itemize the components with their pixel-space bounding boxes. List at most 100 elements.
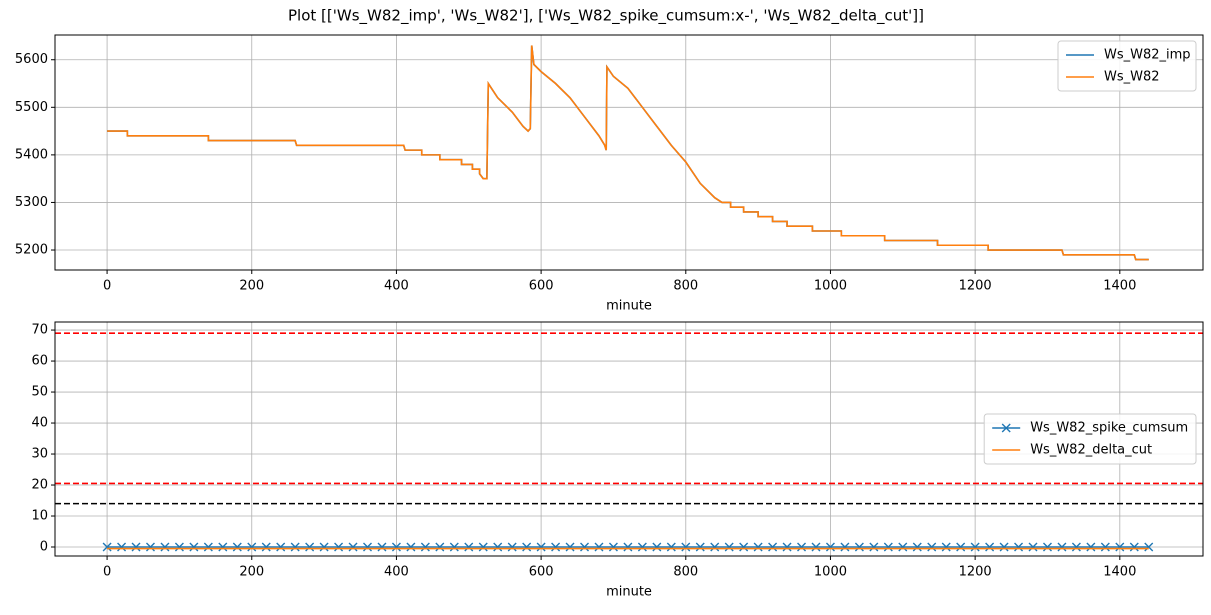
series-line xyxy=(107,45,1149,261)
marker xyxy=(565,542,575,552)
marker xyxy=(594,542,604,552)
marker xyxy=(652,542,662,552)
legend-box xyxy=(1057,40,1197,92)
x-tick-label: 0 xyxy=(103,279,111,294)
y-tick-label: 50 xyxy=(31,385,48,400)
marker xyxy=(391,542,401,552)
marker xyxy=(927,542,937,552)
marker xyxy=(883,542,893,552)
y-tick-label: 30 xyxy=(31,447,48,462)
x-tick-label: 200 xyxy=(239,279,264,294)
x-tick-label: 600 xyxy=(529,279,554,294)
x-tick-label: 400 xyxy=(384,565,409,580)
marker xyxy=(522,542,532,552)
x-tick-label: 400 xyxy=(384,279,409,294)
legend-label: Ws_W82_imp xyxy=(1104,48,1191,63)
x-tick-label: 1000 xyxy=(814,565,847,580)
marker xyxy=(782,542,792,552)
marker xyxy=(377,542,387,552)
x-tick-label: 600 xyxy=(529,565,554,580)
marker xyxy=(1100,542,1110,552)
marker xyxy=(854,542,864,552)
marker xyxy=(623,542,633,552)
marker xyxy=(1129,542,1139,552)
y-tick-label: 5600 xyxy=(15,52,48,67)
marker xyxy=(739,542,749,552)
marker xyxy=(290,542,300,552)
y-tick-label: 40 xyxy=(31,416,48,431)
x-tick-label: 1200 xyxy=(959,279,992,294)
marker xyxy=(666,542,676,552)
marker xyxy=(797,542,807,552)
marker xyxy=(1014,542,1024,552)
marker xyxy=(1042,542,1052,552)
x-tick-label: 1200 xyxy=(959,565,992,580)
marker xyxy=(941,542,951,552)
marker xyxy=(218,542,228,552)
y-tick-label: 5400 xyxy=(15,147,48,162)
marker xyxy=(464,542,474,552)
x-axis-label: minute xyxy=(606,299,652,314)
y-tick-label: 70 xyxy=(31,323,48,338)
marker xyxy=(232,542,242,552)
marker xyxy=(970,542,980,552)
marker xyxy=(435,542,445,552)
marker xyxy=(319,542,329,552)
marker xyxy=(869,542,879,552)
y-tick-label: 20 xyxy=(31,478,48,493)
marker xyxy=(681,542,691,552)
marker xyxy=(174,542,184,552)
marker xyxy=(608,542,618,552)
marker xyxy=(102,542,112,552)
marker xyxy=(840,542,850,552)
marker xyxy=(334,542,344,552)
marker xyxy=(305,542,315,552)
marker xyxy=(478,542,488,552)
marker xyxy=(261,542,271,552)
plot-area xyxy=(107,45,1149,261)
x-tick-label: 200 xyxy=(239,565,264,580)
marker xyxy=(825,542,835,552)
marker xyxy=(1028,542,1038,552)
marker xyxy=(406,542,416,552)
marker xyxy=(724,542,734,552)
marker xyxy=(768,542,778,552)
marker xyxy=(363,542,372,552)
marker xyxy=(536,542,546,552)
marker xyxy=(811,542,821,552)
marker xyxy=(1071,542,1081,552)
marker xyxy=(160,542,170,552)
legend-box xyxy=(983,413,1197,465)
marker xyxy=(449,542,459,552)
marker xyxy=(203,542,213,552)
marker xyxy=(985,542,995,552)
x-tick-label: 0 xyxy=(103,565,111,580)
figure-title: Plot [['Ws_W82_imp', 'Ws_W82'], ['Ws_W82… xyxy=(288,7,924,26)
marker xyxy=(898,542,908,552)
y-tick-label: 60 xyxy=(31,354,48,369)
marker xyxy=(1144,542,1154,552)
marker xyxy=(1057,542,1067,552)
y-tick-label: 5200 xyxy=(15,243,48,258)
x-axis-label: minute xyxy=(606,585,652,600)
marker xyxy=(551,542,561,552)
marker xyxy=(420,542,430,552)
marker xyxy=(753,542,763,552)
marker xyxy=(131,542,141,552)
y-tick-label: 10 xyxy=(31,509,48,524)
marker xyxy=(493,542,503,552)
marker xyxy=(189,542,199,552)
marker xyxy=(117,542,127,552)
axes-frame xyxy=(54,34,1204,271)
marker xyxy=(276,542,286,552)
marker xyxy=(695,542,705,552)
marker xyxy=(999,542,1009,552)
marker xyxy=(912,542,922,552)
legend-label: Ws_W82 xyxy=(1104,70,1160,85)
marker xyxy=(1086,542,1096,552)
y-tick-label: 5300 xyxy=(15,195,48,210)
axes-frame xyxy=(54,321,1204,557)
x-tick-label: 800 xyxy=(673,565,698,580)
marker xyxy=(1115,542,1125,552)
x-tick-label: 1400 xyxy=(1103,565,1136,580)
